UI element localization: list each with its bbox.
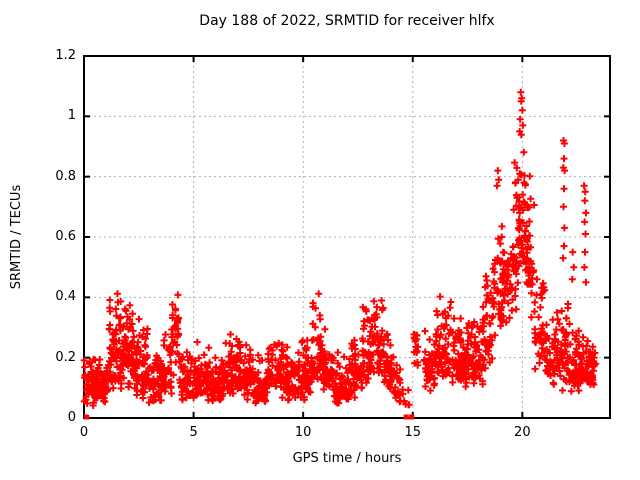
x-axis-title: GPS time / hours bbox=[292, 451, 402, 466]
y-tick-label: 1 bbox=[67, 108, 76, 124]
x-tick-label: 5 bbox=[189, 425, 198, 440]
x-tick-label: 15 bbox=[404, 425, 422, 440]
plot-border bbox=[83, 55, 611, 419]
y-tick-label: 1.2 bbox=[55, 48, 76, 63]
zero-point-square bbox=[84, 414, 90, 420]
y-tick-label: 0.6 bbox=[55, 229, 76, 244]
y-tick-label: 0 bbox=[67, 410, 76, 425]
x-tick-label: 10 bbox=[294, 425, 312, 440]
y-tick-label: 0.8 bbox=[55, 168, 76, 184]
zero-point-square bbox=[409, 414, 415, 420]
y-tick-label: 0.2 bbox=[55, 349, 76, 365]
y-tick-label: 0.4 bbox=[55, 289, 76, 305]
data-points-path bbox=[80, 88, 600, 409]
x-tick-label: 20 bbox=[514, 425, 531, 440]
chart-title: Day 188 of 2022, SRMTID for receiver hlf… bbox=[199, 13, 495, 29]
x-tick-label: 0 bbox=[79, 425, 89, 440]
zero-point-square bbox=[403, 414, 409, 420]
